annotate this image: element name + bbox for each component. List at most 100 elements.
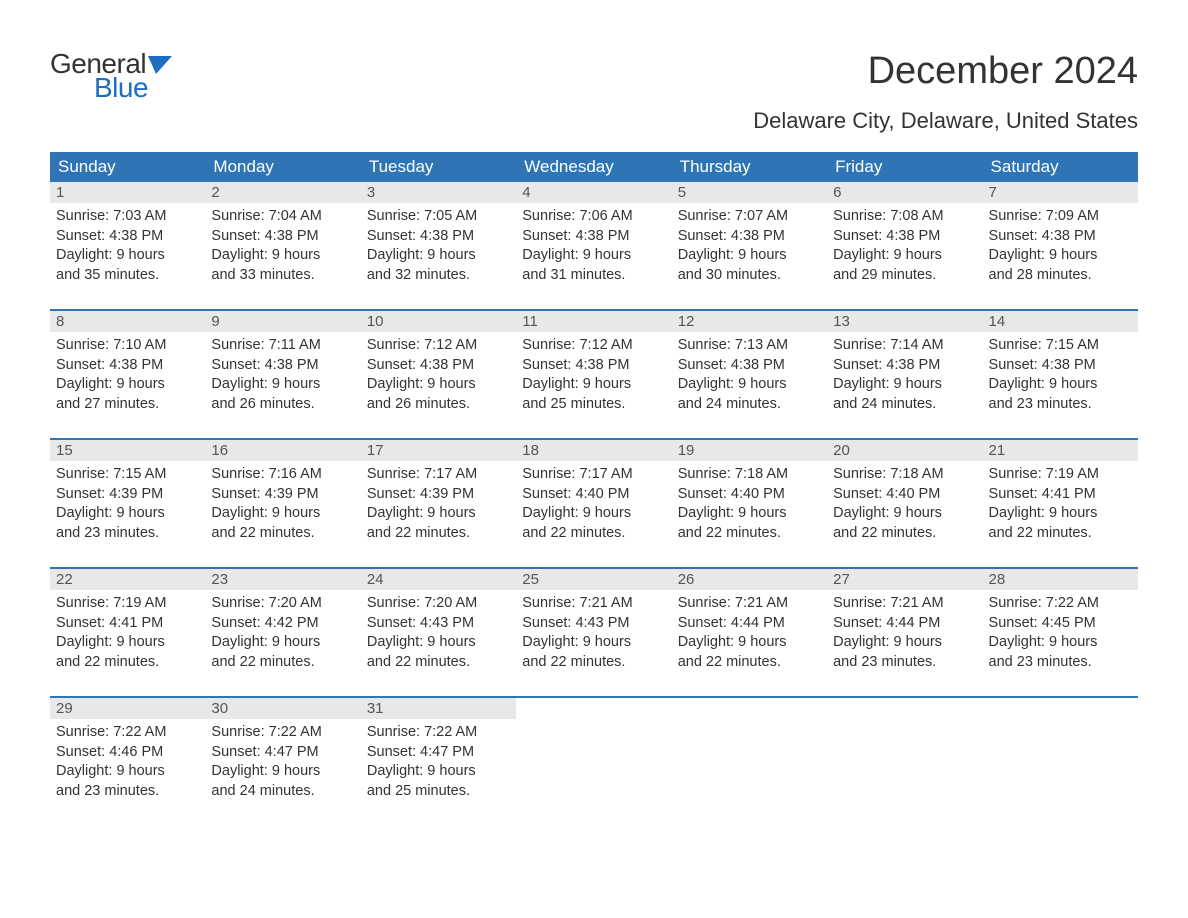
calendar-day-cell: 13Sunrise: 7:14 AMSunset: 4:38 PMDayligh…: [827, 311, 982, 439]
day-number: 14: [983, 311, 1138, 332]
day-number: 26: [672, 569, 827, 590]
sunset-text: Sunset: 4:39 PM: [211, 485, 354, 505]
day-details: Sunrise: 7:07 AMSunset: 4:38 PMDaylight:…: [672, 203, 827, 295]
calendar-week-row: 8Sunrise: 7:10 AMSunset: 4:38 PMDaylight…: [50, 311, 1138, 439]
sunrise-text: Sunrise: 7:18 AM: [678, 465, 821, 485]
day-number: 15: [50, 440, 205, 461]
day-number: 16: [205, 440, 360, 461]
calendar-day-cell: 26Sunrise: 7:21 AMSunset: 4:44 PMDayligh…: [672, 569, 827, 697]
daylight-line1: Daylight: 9 hours: [367, 762, 510, 782]
day-number: 2: [205, 182, 360, 203]
sunset-text: Sunset: 4:38 PM: [678, 356, 821, 376]
calendar-day-cell: 15Sunrise: 7:15 AMSunset: 4:39 PMDayligh…: [50, 440, 205, 568]
daylight-line2: and 22 minutes.: [211, 524, 354, 544]
calendar-day-cell: 30Sunrise: 7:22 AMSunset: 4:47 PMDayligh…: [205, 698, 360, 826]
day-details: Sunrise: 7:06 AMSunset: 4:38 PMDaylight:…: [516, 203, 671, 295]
daylight-line1: Daylight: 9 hours: [211, 246, 354, 266]
sunset-text: Sunset: 4:41 PM: [56, 614, 199, 634]
daylight-line1: Daylight: 9 hours: [56, 246, 199, 266]
daylight-line1: Daylight: 9 hours: [833, 375, 976, 395]
day-number: 29: [50, 698, 205, 719]
daylight-line2: and 25 minutes.: [367, 782, 510, 802]
day-details: Sunrise: 7:17 AMSunset: 4:39 PMDaylight:…: [361, 461, 516, 553]
col-saturday: Saturday: [983, 152, 1138, 182]
day-details: Sunrise: 7:03 AMSunset: 4:38 PMDaylight:…: [50, 203, 205, 295]
sunrise-text: Sunrise: 7:16 AM: [211, 465, 354, 485]
sunrise-text: Sunrise: 7:06 AM: [522, 207, 665, 227]
sunset-text: Sunset: 4:47 PM: [367, 743, 510, 763]
day-details: Sunrise: 7:18 AMSunset: 4:40 PMDaylight:…: [827, 461, 982, 553]
daylight-line1: Daylight: 9 hours: [211, 633, 354, 653]
sunrise-text: Sunrise: 7:05 AM: [367, 207, 510, 227]
day-number: 5: [672, 182, 827, 203]
sunrise-text: Sunrise: 7:15 AM: [989, 336, 1132, 356]
day-details: Sunrise: 7:11 AMSunset: 4:38 PMDaylight:…: [205, 332, 360, 424]
day-number: 13: [827, 311, 982, 332]
day-details: Sunrise: 7:16 AMSunset: 4:39 PMDaylight:…: [205, 461, 360, 553]
sunrise-text: Sunrise: 7:11 AM: [211, 336, 354, 356]
daylight-line2: and 23 minutes.: [989, 653, 1132, 673]
calendar-day-cell: 31Sunrise: 7:22 AMSunset: 4:47 PMDayligh…: [361, 698, 516, 826]
calendar-day-cell: 19Sunrise: 7:18 AMSunset: 4:40 PMDayligh…: [672, 440, 827, 568]
day-number: 24: [361, 569, 516, 590]
daylight-line1: Daylight: 9 hours: [678, 504, 821, 524]
sunset-text: Sunset: 4:38 PM: [367, 356, 510, 376]
sunrise-text: Sunrise: 7:03 AM: [56, 207, 199, 227]
sunset-text: Sunset: 4:38 PM: [367, 227, 510, 247]
sunset-text: Sunset: 4:46 PM: [56, 743, 199, 763]
day-details: Sunrise: 7:22 AMSunset: 4:47 PMDaylight:…: [205, 719, 360, 811]
daylight-line2: and 26 minutes.: [211, 395, 354, 415]
calendar-day-cell: 3Sunrise: 7:05 AMSunset: 4:38 PMDaylight…: [361, 182, 516, 310]
calendar-day-cell: 7Sunrise: 7:09 AMSunset: 4:38 PMDaylight…: [983, 182, 1138, 310]
sunrise-text: Sunrise: 7:17 AM: [367, 465, 510, 485]
daylight-line2: and 23 minutes.: [56, 782, 199, 802]
day-number: 7: [983, 182, 1138, 203]
day-details: Sunrise: 7:09 AMSunset: 4:38 PMDaylight:…: [983, 203, 1138, 295]
calendar-day-cell: 8Sunrise: 7:10 AMSunset: 4:38 PMDaylight…: [50, 311, 205, 439]
calendar-day-cell: 16Sunrise: 7:16 AMSunset: 4:39 PMDayligh…: [205, 440, 360, 568]
day-number: 4: [516, 182, 671, 203]
sunset-text: Sunset: 4:42 PM: [211, 614, 354, 634]
daylight-line1: Daylight: 9 hours: [989, 246, 1132, 266]
daylight-line2: and 22 minutes.: [678, 653, 821, 673]
sunrise-text: Sunrise: 7:13 AM: [678, 336, 821, 356]
day-number: 31: [361, 698, 516, 719]
calendar-week-row: 15Sunrise: 7:15 AMSunset: 4:39 PMDayligh…: [50, 440, 1138, 568]
calendar-day-cell: [983, 698, 1138, 826]
sunset-text: Sunset: 4:40 PM: [678, 485, 821, 505]
daylight-line1: Daylight: 9 hours: [989, 633, 1132, 653]
daylight-line2: and 23 minutes.: [989, 395, 1132, 415]
calendar-day-cell: 23Sunrise: 7:20 AMSunset: 4:42 PMDayligh…: [205, 569, 360, 697]
daylight-line1: Daylight: 9 hours: [522, 375, 665, 395]
daylight-line2: and 24 minutes.: [211, 782, 354, 802]
day-details: Sunrise: 7:15 AMSunset: 4:39 PMDaylight:…: [50, 461, 205, 553]
sunset-text: Sunset: 4:43 PM: [367, 614, 510, 634]
sunset-text: Sunset: 4:38 PM: [833, 227, 976, 247]
calendar-day-cell: 9Sunrise: 7:11 AMSunset: 4:38 PMDaylight…: [205, 311, 360, 439]
calendar-day-cell: 4Sunrise: 7:06 AMSunset: 4:38 PMDaylight…: [516, 182, 671, 310]
day-number: 6: [827, 182, 982, 203]
day-number: 20: [827, 440, 982, 461]
sunrise-text: Sunrise: 7:20 AM: [367, 594, 510, 614]
sunset-text: Sunset: 4:38 PM: [833, 356, 976, 376]
daylight-line2: and 31 minutes.: [522, 266, 665, 286]
day-number: 23: [205, 569, 360, 590]
day-details: Sunrise: 7:08 AMSunset: 4:38 PMDaylight:…: [827, 203, 982, 295]
day-details: Sunrise: 7:10 AMSunset: 4:38 PMDaylight:…: [50, 332, 205, 424]
daylight-line2: and 22 minutes.: [833, 524, 976, 544]
day-details: Sunrise: 7:19 AMSunset: 4:41 PMDaylight:…: [50, 590, 205, 682]
daylight-line1: Daylight: 9 hours: [367, 504, 510, 524]
day-number: 1: [50, 182, 205, 203]
calendar-day-cell: 22Sunrise: 7:19 AMSunset: 4:41 PMDayligh…: [50, 569, 205, 697]
daylight-line1: Daylight: 9 hours: [367, 375, 510, 395]
day-number: 8: [50, 311, 205, 332]
day-details: Sunrise: 7:19 AMSunset: 4:41 PMDaylight:…: [983, 461, 1138, 553]
day-number: 9: [205, 311, 360, 332]
day-number: 3: [361, 182, 516, 203]
day-number: 22: [50, 569, 205, 590]
day-number: 12: [672, 311, 827, 332]
day-number: 30: [205, 698, 360, 719]
sunset-text: Sunset: 4:39 PM: [56, 485, 199, 505]
day-number: 28: [983, 569, 1138, 590]
daylight-line2: and 33 minutes.: [211, 266, 354, 286]
